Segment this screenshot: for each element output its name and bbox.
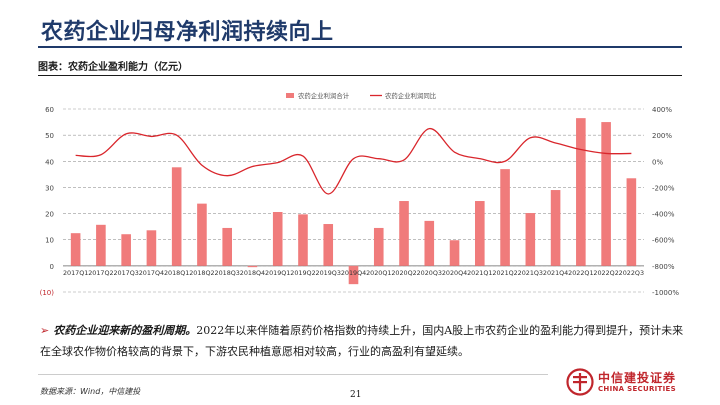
company-logo: 中信建投证券 CHINA SECURITIES xyxy=(566,366,686,400)
logo-mark-icon xyxy=(566,368,594,396)
bar xyxy=(373,227,384,266)
bar xyxy=(121,234,131,266)
x-tick-label: 2021Q4 xyxy=(543,269,568,277)
x-tick-label: 2017Q3 xyxy=(113,269,138,277)
x-tick-label: 2018Q1 xyxy=(164,269,189,277)
arrow-bullet-icon: ➢ xyxy=(40,324,50,337)
y-right-tick-label: 200% xyxy=(652,132,672,140)
y-right-tick-label: -400% xyxy=(652,211,675,219)
bar xyxy=(550,190,561,266)
y-left-tick-label: 0 xyxy=(50,263,54,271)
caption-divider xyxy=(38,75,682,76)
bar xyxy=(348,265,359,285)
bar xyxy=(626,178,637,266)
x-tick-label: 2019Q4 xyxy=(341,269,366,277)
y-right-tick-label: 0% xyxy=(652,158,663,166)
bar xyxy=(272,212,283,266)
y-left-tick-label: 20 xyxy=(45,211,54,219)
x-tick-label: 2020Q3 xyxy=(417,269,442,277)
x-tick-label: 2017Q2 xyxy=(88,269,113,277)
x-tick-label: 2021Q1 xyxy=(467,269,492,277)
bar xyxy=(323,224,334,266)
x-tick-label: 2018Q2 xyxy=(189,269,214,277)
bar xyxy=(298,214,308,266)
y-left-tick-label: 40 xyxy=(45,158,54,166)
footer-divider xyxy=(38,374,548,375)
commentary-lead: 农药企业迎来新的盈利周期。 xyxy=(53,324,197,337)
y-left-tick-label: (10) xyxy=(40,289,55,297)
line-series xyxy=(75,127,632,195)
legend-bar-swatch xyxy=(286,93,294,98)
bar xyxy=(424,220,435,266)
data-source: 数据来源：Wind，中信建投 xyxy=(40,387,141,396)
y-left-tick-label: 30 xyxy=(45,184,54,192)
y-right-tick-label: 400% xyxy=(652,106,672,114)
logo-text-en: CHINA SECURITIES xyxy=(598,385,676,393)
bar xyxy=(601,122,611,266)
y-left-tick-label: 50 xyxy=(45,132,54,140)
legend: 农药企业利润合计 农药企业利润同比 xyxy=(286,91,437,100)
figure-caption: 图表：农药企业盈利能力（亿元） xyxy=(38,62,188,73)
bar xyxy=(197,203,207,266)
bar xyxy=(96,224,106,266)
x-tick-label: 2022Q2 xyxy=(593,269,618,277)
x-tick-label: 2020Q4 xyxy=(442,269,467,277)
bar xyxy=(222,227,232,266)
y-right-tick-label: -200% xyxy=(652,184,675,192)
x-tick-label: 2022Q3 xyxy=(619,269,644,277)
commentary-text: 2022年以来伴随着原药价格指数的持续上升，国内A股上市农药企业的盈利能力得到提… xyxy=(40,324,684,358)
x-tick-label: 2021Q2 xyxy=(492,269,517,277)
bar xyxy=(247,265,258,268)
bar xyxy=(525,213,536,266)
legend-line-label: 农药企业利润同比 xyxy=(385,91,437,100)
bar xyxy=(399,201,409,266)
page-title: 农药企业归母净利润持续向上 xyxy=(41,20,334,45)
bar xyxy=(500,169,510,266)
x-tick-label: 2019Q3 xyxy=(316,269,341,277)
x-tick-label: 2022Q1 xyxy=(568,269,593,277)
x-tick-label: 2018Q3 xyxy=(215,269,240,277)
axis-labels: (10) 0 10 20 30 40 50 60 -1000% -800% -600% -400% -2… xyxy=(40,106,680,297)
bar xyxy=(146,230,157,266)
x-tick-label: 2021Q3 xyxy=(518,269,543,277)
title-divider xyxy=(38,46,682,48)
commentary: ➢ 农药企业迎来新的盈利周期。2022年以来伴随着原药价格指数的持续上升，国内A股… xyxy=(40,320,688,362)
bar xyxy=(475,201,485,266)
legend-bar-label: 农药企业利润合计 xyxy=(298,91,350,100)
bar xyxy=(171,167,182,266)
bar xyxy=(449,240,460,266)
x-tick-label: 2020Q1 xyxy=(366,269,391,277)
y-right-tick-label: -1000% xyxy=(652,289,679,297)
y-left-tick-label: 10 xyxy=(45,237,54,245)
bar xyxy=(576,118,586,266)
y-left-tick-label: 60 xyxy=(45,106,54,114)
y-right-tick-label: -600% xyxy=(652,237,675,245)
x-tick-label: 2017Q4 xyxy=(139,269,164,277)
bar xyxy=(70,233,81,266)
x-tick-label: 2020Q2 xyxy=(391,269,416,277)
y-right-tick-label: -800% xyxy=(652,263,675,271)
x-tick-label: 2019Q2 xyxy=(290,269,315,277)
x-tick-label: 2017Q1 xyxy=(63,269,88,277)
x-tick-label: 2018Q4 xyxy=(240,269,265,277)
page-number: 21 xyxy=(350,390,362,400)
x-tick-label: 2019Q1 xyxy=(265,269,290,277)
bar-series xyxy=(70,118,637,285)
profit-chart: (10) 0 10 20 30 40 50 60 -1000% -800% -600% -400% -2… xyxy=(40,91,680,297)
logo-text-cn: 中信建投证券 xyxy=(598,371,677,385)
